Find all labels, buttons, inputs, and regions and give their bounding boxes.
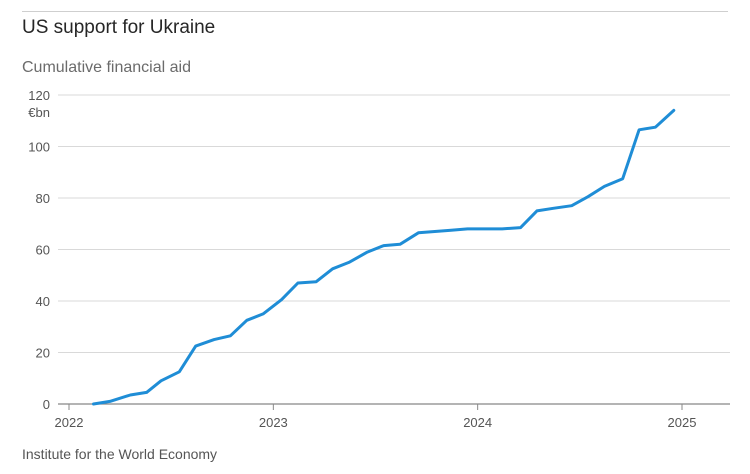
- x-tick-label-2025: 2025: [668, 415, 697, 430]
- chart-title: US support for Ukraine: [22, 17, 216, 38]
- x-tick-label-2023: 2023: [259, 415, 288, 430]
- y-tick-label-0: 0: [43, 397, 50, 412]
- x-tick-label-2024: 2024: [463, 415, 492, 430]
- y-tick-label-60: 60: [36, 243, 50, 258]
- series-group: [92, 108, 676, 406]
- series-line-0: [92, 108, 676, 406]
- top-rule: [22, 11, 728, 12]
- y-tick-label-40: 40: [36, 294, 50, 309]
- y-tick-label-100: 100: [28, 140, 50, 155]
- y-axis-unit: €bn: [28, 105, 50, 120]
- y-tick-label-80: 80: [36, 191, 50, 206]
- x-tick-label-2022: 2022: [55, 415, 84, 430]
- x-axis: 2022 2023 2024 2025: [55, 404, 697, 430]
- y-tick-label-120: 120: [28, 88, 50, 103]
- y-axis-ticks: 0 20 40 60 80 100 120: [28, 88, 50, 412]
- chart-subtitle: Cumulative financial aid: [22, 59, 191, 76]
- source-note: Institute for the World Economy: [22, 446, 218, 462]
- y-tick-label-20: 20: [36, 346, 50, 361]
- grid-lines: [58, 94, 730, 405]
